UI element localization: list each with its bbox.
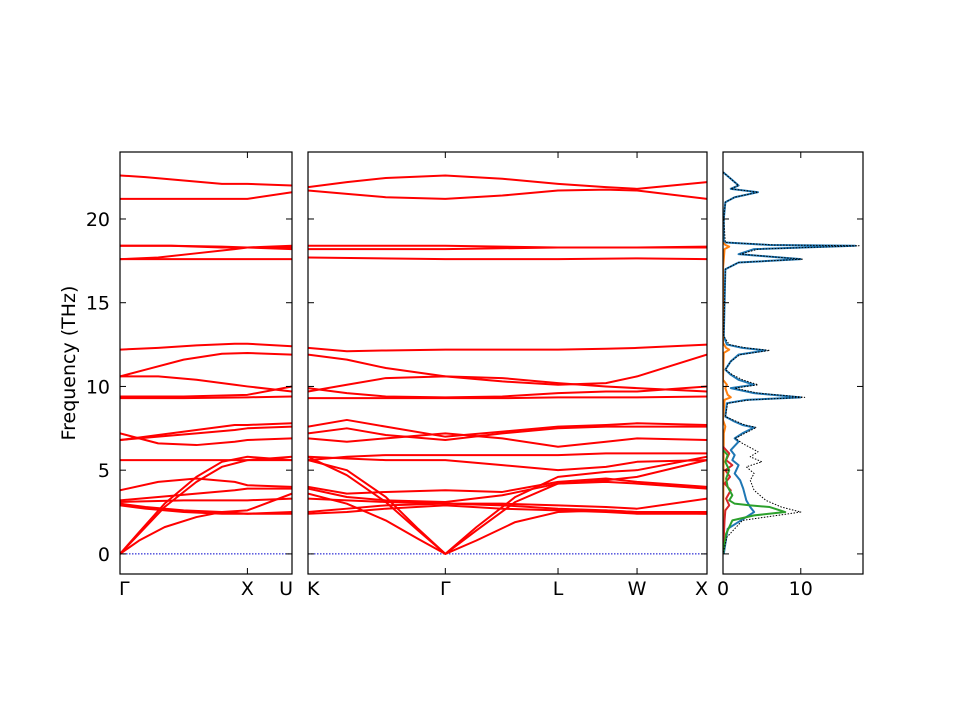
- phonon-branch-3: [120, 244, 292, 251]
- x-tick-label: Γ: [440, 578, 451, 600]
- phonon-branch-22: [308, 492, 707, 555]
- y-tick-label: 0: [98, 544, 110, 566]
- phonon-branch-14: [308, 455, 707, 472]
- phonon-branch-7: [120, 351, 292, 378]
- x-tick-label: L: [553, 578, 564, 600]
- panel-dos: 0 10: [717, 151, 864, 600]
- phonon-branch-1: [120, 191, 292, 200]
- x-tick-label: U: [279, 578, 293, 600]
- phonon-branch-19: [120, 504, 292, 515]
- phonon-branch-15: [308, 477, 707, 495]
- phonon-branch-8: [120, 375, 292, 393]
- plot-area: [723, 171, 860, 555]
- panel-frame: [722, 151, 864, 575]
- plot-area: [120, 174, 292, 555]
- phonon-branch-3: [308, 245, 707, 251]
- phonon-branch-17: [120, 497, 292, 503]
- panel-frame: [307, 151, 708, 575]
- x-tick-label: W: [628, 578, 647, 600]
- phonon-branch-11: [308, 425, 707, 442]
- x-tick-label: X: [695, 578, 708, 600]
- phonon-branch-1: [308, 188, 707, 200]
- phonon-branch-5: [308, 343, 707, 353]
- x-tick-label: 10: [789, 578, 813, 600]
- phonon-branch-12: [308, 432, 707, 448]
- phonon-branch-10: [308, 418, 707, 438]
- x-tick-label: X: [241, 578, 254, 600]
- phonon-branch-0: [120, 174, 292, 187]
- phonon-branch-4: [120, 244, 292, 261]
- x-tick-label: K: [307, 578, 320, 600]
- phonon-branch-20: [308, 455, 707, 555]
- y-tick-label: 20: [86, 209, 110, 231]
- phonon-branch-6: [308, 353, 707, 386]
- phonon-branch-21: [308, 455, 707, 555]
- phonon-branch-11: [120, 422, 292, 442]
- phonon-branch-21: [120, 455, 292, 555]
- panel-frame: [119, 151, 293, 575]
- x-tick-label: Γ: [119, 578, 130, 600]
- phonon-branch-0: [308, 174, 707, 190]
- phonon-branch-9: [308, 395, 707, 400]
- x-tick-label: 0: [717, 578, 729, 600]
- plot-area: [308, 174, 707, 555]
- phonon-branch-16: [120, 487, 292, 502]
- phonon-branch-20: [120, 455, 292, 555]
- phonon-branch-16: [308, 480, 707, 503]
- phonon-branch-13: [120, 432, 292, 447]
- dos-series-4: [723, 171, 860, 555]
- panel-band-left: Γ X U 0 5 10 15 20: [86, 151, 293, 600]
- y-tick-label: 15: [86, 293, 110, 315]
- phonon-branch-12: [120, 425, 292, 442]
- phonon-branch-13: [308, 452, 707, 462]
- dos-series-0: [723, 171, 857, 555]
- phonon-branch-6: [120, 342, 292, 351]
- phonon-branch-15: [120, 477, 292, 492]
- y-axis-title: Frequency (THz): [58, 286, 80, 441]
- phonon-branch-9: [120, 385, 292, 398]
- phonon-branch-8: [308, 385, 707, 399]
- phonon-branch-7: [308, 375, 707, 393]
- phonon-branch-10: [120, 395, 292, 400]
- phonon-branch-22: [120, 492, 292, 555]
- y-tick-label: 5: [98, 460, 110, 482]
- phonon-branch-4: [308, 256, 707, 261]
- phonon-branch-19: [308, 504, 707, 515]
- y-tick-label: 10: [86, 376, 110, 398]
- phonon-branch-17: [308, 497, 707, 510]
- dos-series-3: [723, 449, 787, 555]
